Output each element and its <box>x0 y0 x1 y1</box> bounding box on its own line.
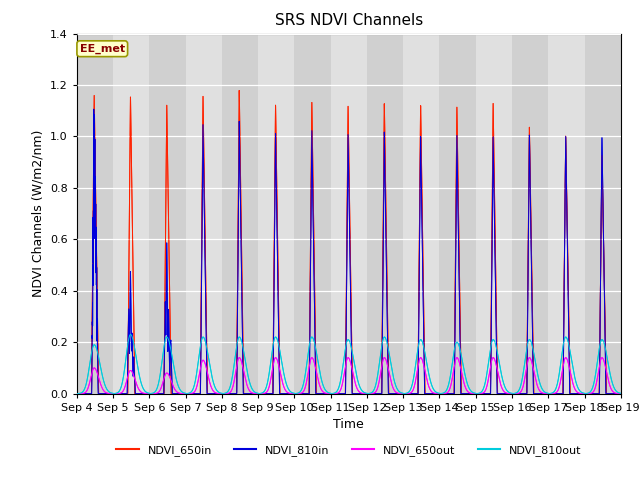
Bar <box>331 34 367 394</box>
NDVI_650in <box>476 391 484 396</box>
NDVI_650out <box>100 388 108 394</box>
Legend: NDVI_650in, NDVI_810in, NDVI_650out, NDVI_810out: NDVI_650in, NDVI_810in, NDVI_650out, NDV… <box>112 440 586 460</box>
NDVI_650out <box>476 391 484 396</box>
Bar <box>367 34 403 394</box>
Bar <box>113 34 149 394</box>
NDVI_650out <box>506 391 513 396</box>
Line: NDVI_810in: NDVI_810in <box>77 109 621 394</box>
NDVI_810out <box>73 391 81 396</box>
NDVI_810out <box>506 390 513 396</box>
Line: NDVI_650in: NDVI_650in <box>77 90 621 394</box>
Line: NDVI_650out: NDVI_650out <box>77 358 621 394</box>
NDVI_810in <box>73 391 81 396</box>
NDVI_810in <box>90 107 98 112</box>
Text: EE_met: EE_met <box>80 44 125 54</box>
NDVI_810in <box>100 391 108 396</box>
NDVI_810in <box>419 253 426 259</box>
Bar <box>584 34 621 394</box>
Bar <box>149 34 186 394</box>
NDVI_650out <box>419 358 426 363</box>
NDVI_650out <box>395 391 403 396</box>
NDVI_650in <box>236 87 243 93</box>
NDVI_810out <box>127 332 134 337</box>
Line: NDVI_810out: NDVI_810out <box>77 335 621 394</box>
NDVI_650in <box>419 226 426 231</box>
NDVI_650in <box>73 391 81 396</box>
NDVI_810out <box>476 390 484 396</box>
NDVI_810in <box>395 391 403 396</box>
NDVI_650in <box>506 391 513 396</box>
Bar <box>440 34 476 394</box>
Bar <box>548 34 584 394</box>
Bar <box>294 34 331 394</box>
Bar <box>476 34 512 394</box>
X-axis label: Time: Time <box>333 418 364 431</box>
Bar <box>222 34 258 394</box>
NDVI_810in <box>476 391 484 396</box>
NDVI_650in <box>270 284 278 290</box>
Bar <box>77 34 113 394</box>
NDVI_810in <box>617 391 625 396</box>
NDVI_810out <box>100 380 108 385</box>
NDVI_650out <box>236 355 243 360</box>
Bar <box>403 34 440 394</box>
Bar <box>512 34 548 394</box>
NDVI_650out <box>617 391 625 396</box>
NDVI_810out <box>395 388 403 394</box>
NDVI_810out <box>419 339 426 345</box>
NDVI_650in <box>617 391 625 396</box>
Title: SRS NDVI Channels: SRS NDVI Channels <box>275 13 423 28</box>
NDVI_650out <box>270 359 278 364</box>
NDVI_810in <box>270 306 278 312</box>
Bar <box>258 34 294 394</box>
NDVI_650in <box>100 391 108 396</box>
Y-axis label: NDVI Channels (W/m2/nm): NDVI Channels (W/m2/nm) <box>31 130 44 297</box>
Bar <box>186 34 222 394</box>
NDVI_810out <box>270 338 278 344</box>
NDVI_650out <box>73 391 81 396</box>
NDVI_810out <box>617 390 625 396</box>
NDVI_810in <box>506 391 513 396</box>
NDVI_650in <box>395 391 403 396</box>
